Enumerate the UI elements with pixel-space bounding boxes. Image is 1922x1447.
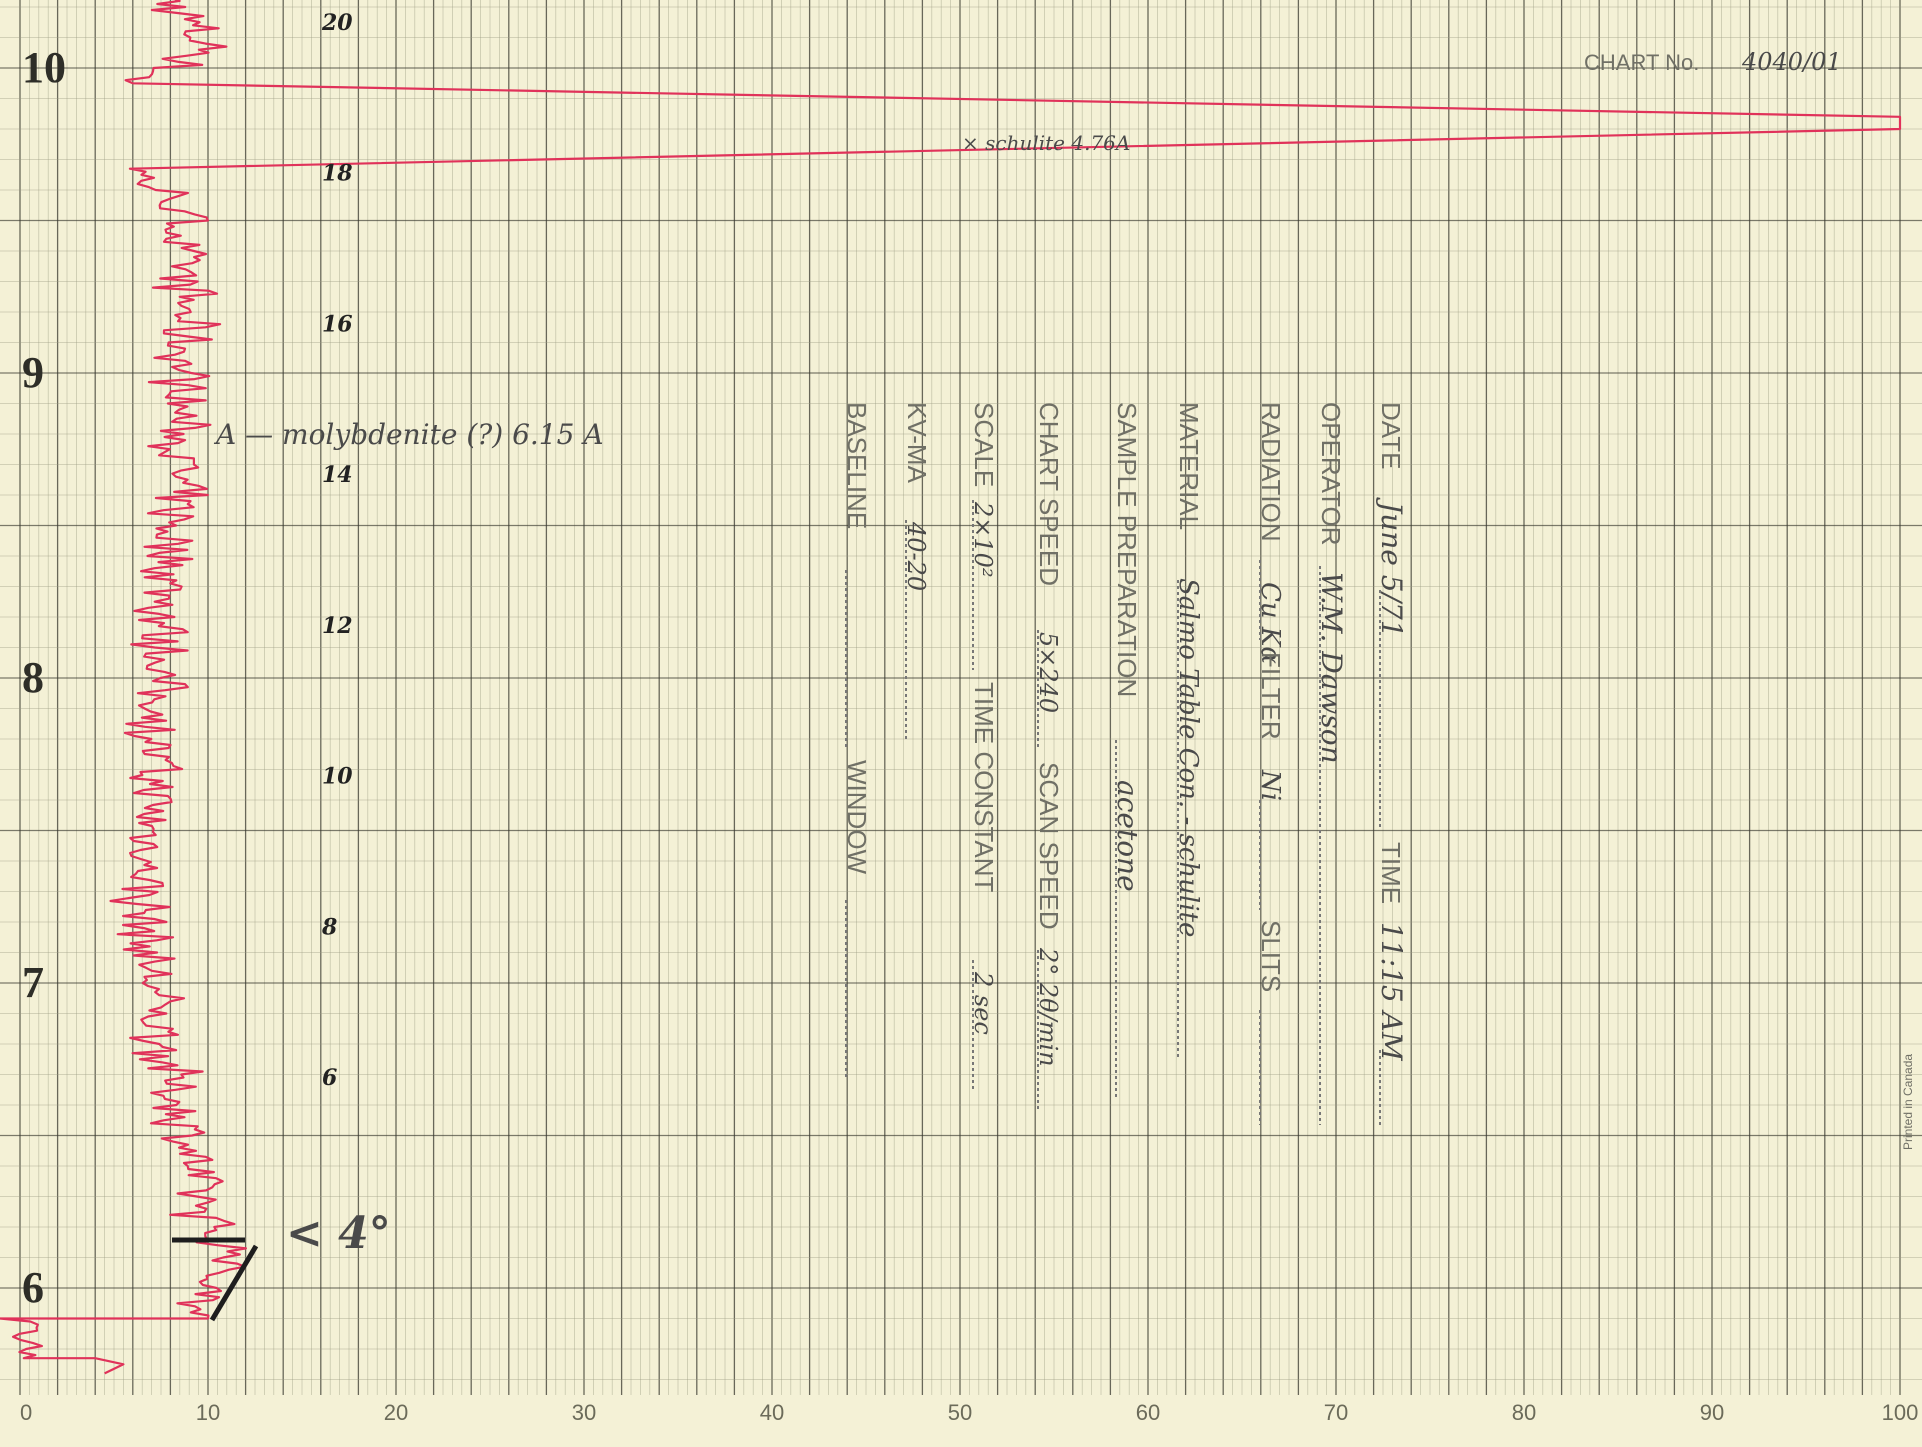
- annotation-start-angle: < 4°: [286, 1208, 391, 1259]
- x-tick-label: 50: [948, 1400, 972, 1425]
- record-fields: DATE June 5/71 TIME 11:15 AM OPERATOR W.…: [842, 402, 1408, 1125]
- field-date: DATE June 5/71 TIME 11:15 AM: [1375, 402, 1408, 1062]
- x-tick-label: 40: [760, 1400, 784, 1425]
- field-material-value: Salmo Table Con. - schulite: [1173, 578, 1203, 937]
- x-tick-label: 70: [1324, 1400, 1348, 1425]
- field-material-label: MATERIAL: [1174, 402, 1204, 530]
- two-theta-label: 9: [22, 348, 44, 397]
- x-tick-label: 100: [1882, 1400, 1919, 1425]
- x-tick-label: 10: [196, 1400, 220, 1425]
- trace-layer: [0, 0, 1902, 1375]
- field-sample-prep-label: SAMPLE PREPARATION: [1112, 402, 1142, 697]
- field-scale-label: SCALE: [969, 402, 999, 487]
- chart-number-label: CHART No.: [1584, 50, 1699, 75]
- x-axis-tick-labels: 0 10 20 30 40 50 60 70 80 90 100: [20, 1400, 1918, 1425]
- field-operator-label: OPERATOR: [1316, 402, 1346, 546]
- diffraction-trace: [0, 0, 1902, 1375]
- two-theta-label: 7: [22, 958, 44, 1007]
- x-tick-label: 20: [384, 1400, 408, 1425]
- field-date-label: DATE: [1376, 402, 1406, 469]
- field-time-label: TIME: [1376, 842, 1406, 904]
- chart-number-value: 4040/01: [1741, 48, 1842, 76]
- x-tick-label: 60: [1136, 1400, 1160, 1425]
- pen-scale-labels: 20 18 16 14 12 10 8 6: [321, 10, 353, 1091]
- field-material: MATERIAL Salmo Table Con. - schulite: [1173, 402, 1204, 937]
- field-dotted-lines: [845, 500, 1381, 1125]
- pen-scale-label: 10: [322, 764, 353, 790]
- field-slits-label: SLITS: [1256, 920, 1286, 992]
- pen-scale-label: 8: [321, 914, 337, 940]
- field-window-label: WINDOW: [842, 760, 872, 875]
- side-print: Printed in Canada: [1901, 1054, 1915, 1150]
- field-baseline: BASELINE WINDOW: [842, 402, 872, 875]
- field-time-constant-label: TIME CONSTANT: [969, 682, 999, 893]
- x-tick-label: 30: [572, 1400, 596, 1425]
- two-theta-label: 10: [22, 43, 66, 92]
- x-tick-label: 80: [1512, 1400, 1536, 1425]
- pen-scale-label: 14: [322, 462, 353, 488]
- field-filter-value: Ni: [1255, 769, 1285, 801]
- chart-grid: [0, 0, 1922, 1395]
- field-radiation-label: RADIATION: [1256, 402, 1286, 542]
- two-theta-label: 8: [22, 653, 44, 702]
- field-kv-ma-label: KV-MA: [902, 402, 932, 484]
- pen-scale-label: 20: [321, 10, 353, 36]
- annotation-molybdenite: A — molybdenite (?) 6.15 A: [213, 418, 604, 451]
- x-tick-label: 90: [1700, 1400, 1724, 1425]
- field-radiation-value: Cu Kα: [1255, 582, 1285, 664]
- pen-scale-label: 18: [322, 161, 353, 187]
- pen-scale-label: 16: [322, 311, 353, 337]
- field-sample-prep: SAMPLE PREPARATION acetone: [1111, 402, 1144, 892]
- two-theta-label: 6: [22, 1263, 44, 1312]
- field-operator: OPERATOR W.M. Dawson: [1315, 402, 1348, 764]
- field-scale: SCALE 2×10² TIME CONSTANT 2 sec: [969, 402, 999, 1035]
- field-radiation: RADIATION Cu Kα FILTER Ni SLITS: [1255, 402, 1286, 992]
- start-mark-slash: [209, 1244, 259, 1322]
- field-chart-speed: CHART SPEED 5×240 SCAN SPEED 2° 2θ/min: [1034, 402, 1064, 1067]
- field-scan-speed-label: SCAN SPEED: [1034, 762, 1064, 930]
- pen-scale-label: 12: [322, 613, 353, 639]
- field-chart-speed-label: CHART SPEED: [1034, 402, 1064, 586]
- field-baseline-label: BASELINE: [842, 402, 872, 529]
- pen-scale-label: 6: [322, 1065, 337, 1091]
- two-theta-labels: 6 7 8 9 10: [22, 43, 66, 1312]
- field-filter-label: FILTER: [1256, 652, 1286, 740]
- field-time-value: 11:15 AM: [1375, 922, 1408, 1062]
- annotation-schulite: × schulite 4.76A: [962, 131, 1130, 155]
- x-tick-label: 0: [20, 1400, 32, 1425]
